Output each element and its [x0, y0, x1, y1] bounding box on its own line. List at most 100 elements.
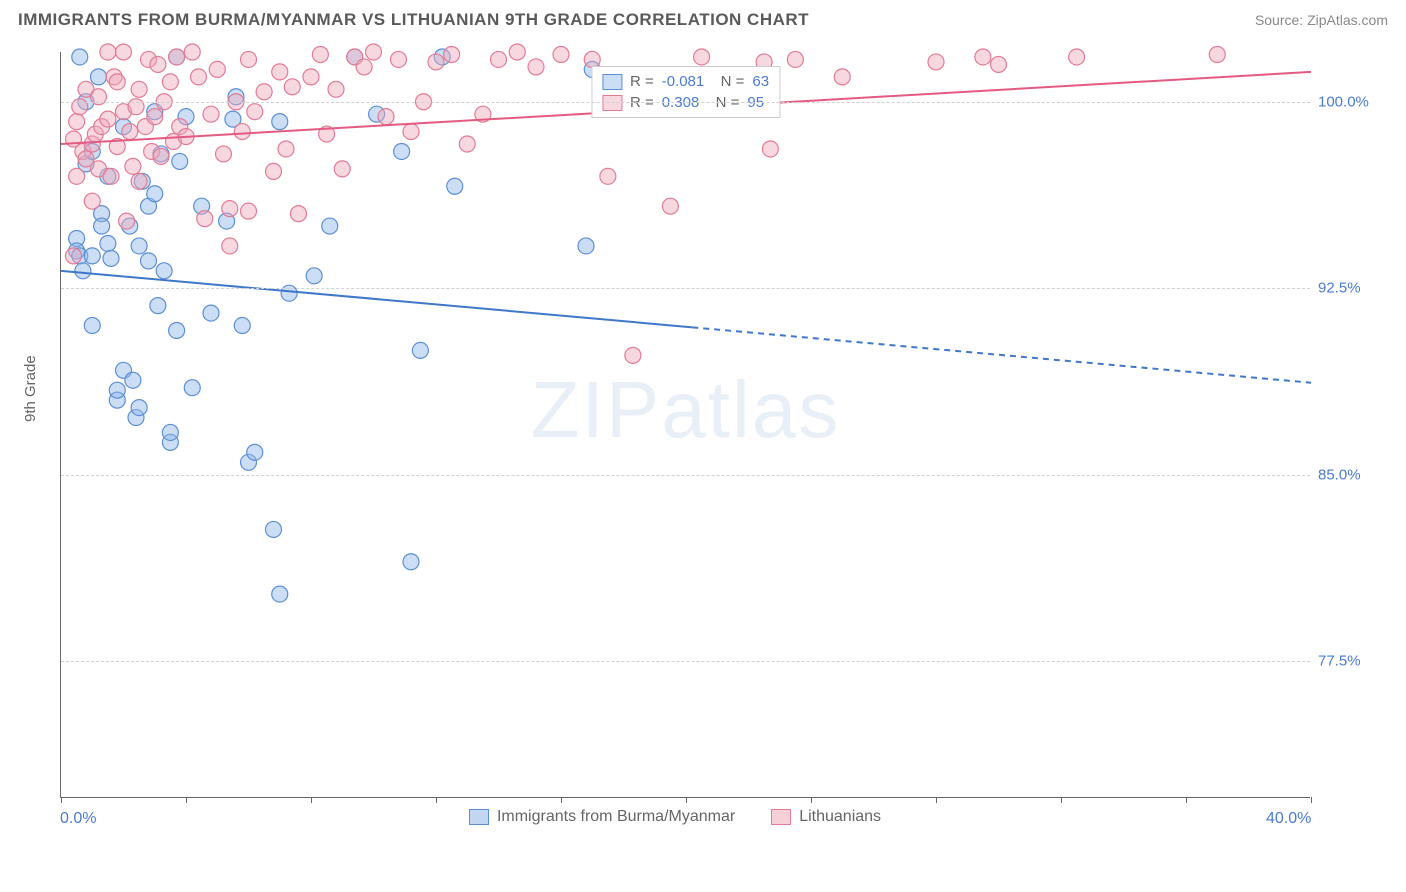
scatter-point: [291, 206, 307, 222]
scatter-point: [241, 203, 257, 219]
x-tick: [936, 797, 937, 803]
chart-header: IMMIGRANTS FROM BURMA/MYANMAR VS LITHUAN…: [0, 0, 1406, 36]
scatter-point: [662, 198, 678, 214]
scatter-point: [834, 69, 850, 85]
gridline: [61, 661, 1310, 662]
scatter-point: [787, 51, 803, 67]
y-tick-label: 100.0%: [1318, 93, 1369, 110]
x-tick: [61, 797, 62, 803]
y-axis-label: 9th Grade: [22, 355, 39, 422]
scatter-point: [116, 44, 132, 60]
scatter-point: [694, 49, 710, 65]
gridline: [61, 102, 1310, 103]
scatter-point: [125, 158, 141, 174]
scatter-point: [222, 238, 238, 254]
y-tick-label: 85.0%: [1318, 466, 1361, 483]
scatter-point: [366, 44, 382, 60]
scatter-point: [72, 49, 88, 65]
scatter-point: [131, 400, 147, 416]
scatter-point: [247, 104, 263, 120]
n-label: N =: [712, 73, 744, 90]
scatter-point: [100, 235, 116, 251]
legend-swatch-1: [469, 809, 489, 825]
scatter-point: [203, 305, 219, 321]
scatter-point: [119, 213, 135, 229]
scatter-point: [272, 586, 288, 602]
scatter-point: [169, 323, 185, 339]
scatter-point: [234, 124, 250, 140]
scatter-point: [303, 69, 319, 85]
scatter-point: [75, 263, 91, 279]
scatter-point: [278, 141, 294, 157]
scatter-point: [403, 124, 419, 140]
plot-svg: [61, 52, 1310, 797]
x-tick: [686, 797, 687, 803]
scatter-point: [1209, 46, 1225, 62]
plot-area: ZIPatlas R = -0.081 N = 63 R = 0.308 N =…: [60, 52, 1310, 798]
chart-source: Source: ZipAtlas.com: [1255, 12, 1388, 28]
scatter-point: [147, 186, 163, 202]
scatter-point: [403, 554, 419, 570]
scatter-point: [322, 218, 338, 234]
x-tick: [811, 797, 812, 803]
gridline: [61, 475, 1310, 476]
scatter-point: [197, 211, 213, 227]
scatter-point: [272, 114, 288, 130]
scatter-point: [184, 380, 200, 396]
scatter-point: [256, 84, 272, 100]
scatter-point: [266, 521, 282, 537]
scatter-point: [147, 109, 163, 125]
legend-label-1: Immigrants from Burma/Myanmar: [497, 808, 735, 826]
x-tick: [1186, 797, 1187, 803]
scatter-point: [762, 141, 778, 157]
scatter-point: [928, 54, 944, 70]
scatter-point: [391, 51, 407, 67]
scatter-point: [600, 168, 616, 184]
r-value-1: -0.081: [662, 73, 705, 90]
x-tick: [186, 797, 187, 803]
legend-label-2: Lithuanians: [799, 808, 881, 826]
scatter-point: [222, 201, 238, 217]
scatter-point: [66, 248, 82, 264]
scatter-point: [131, 173, 147, 189]
scatter-point: [312, 46, 328, 62]
n-value-1: 63: [752, 73, 769, 90]
x-tick: [1061, 797, 1062, 803]
scatter-point: [100, 111, 116, 127]
scatter-point: [69, 114, 85, 130]
scatter-point: [306, 268, 322, 284]
scatter-point: [459, 136, 475, 152]
scatter-point: [103, 168, 119, 184]
scatter-point: [84, 318, 100, 334]
scatter-point: [975, 49, 991, 65]
scatter-point: [553, 46, 569, 62]
scatter-point: [1069, 49, 1085, 65]
trend-line-extrapolated: [692, 327, 1311, 382]
scatter-point: [216, 146, 232, 162]
scatter-point: [509, 44, 525, 60]
scatter-point: [247, 444, 263, 460]
scatter-point: [412, 342, 428, 358]
r-label: R =: [630, 73, 654, 90]
scatter-point: [162, 74, 178, 90]
swatch-series-1: [602, 74, 622, 90]
x-tick: [311, 797, 312, 803]
scatter-point: [184, 44, 200, 60]
scatter-point: [125, 372, 141, 388]
scatter-point: [91, 69, 107, 85]
scatter-point: [84, 193, 100, 209]
scatter-point: [103, 250, 119, 266]
x-tick: [436, 797, 437, 803]
scatter-point: [156, 263, 172, 279]
scatter-point: [528, 59, 544, 75]
scatter-point: [84, 248, 100, 264]
scatter-point: [69, 168, 85, 184]
scatter-point: [234, 318, 250, 334]
scatter-point: [266, 163, 282, 179]
scatter-point: [141, 253, 157, 269]
correlation-stats-box: R = -0.081 N = 63 R = 0.308 N = 95: [591, 66, 780, 118]
bottom-legend: Immigrants from Burma/Myanmar Lithuanian…: [50, 808, 1300, 826]
gridline: [61, 288, 1310, 289]
scatter-point: [284, 79, 300, 95]
chart-title: IMMIGRANTS FROM BURMA/MYANMAR VS LITHUAN…: [18, 10, 809, 30]
